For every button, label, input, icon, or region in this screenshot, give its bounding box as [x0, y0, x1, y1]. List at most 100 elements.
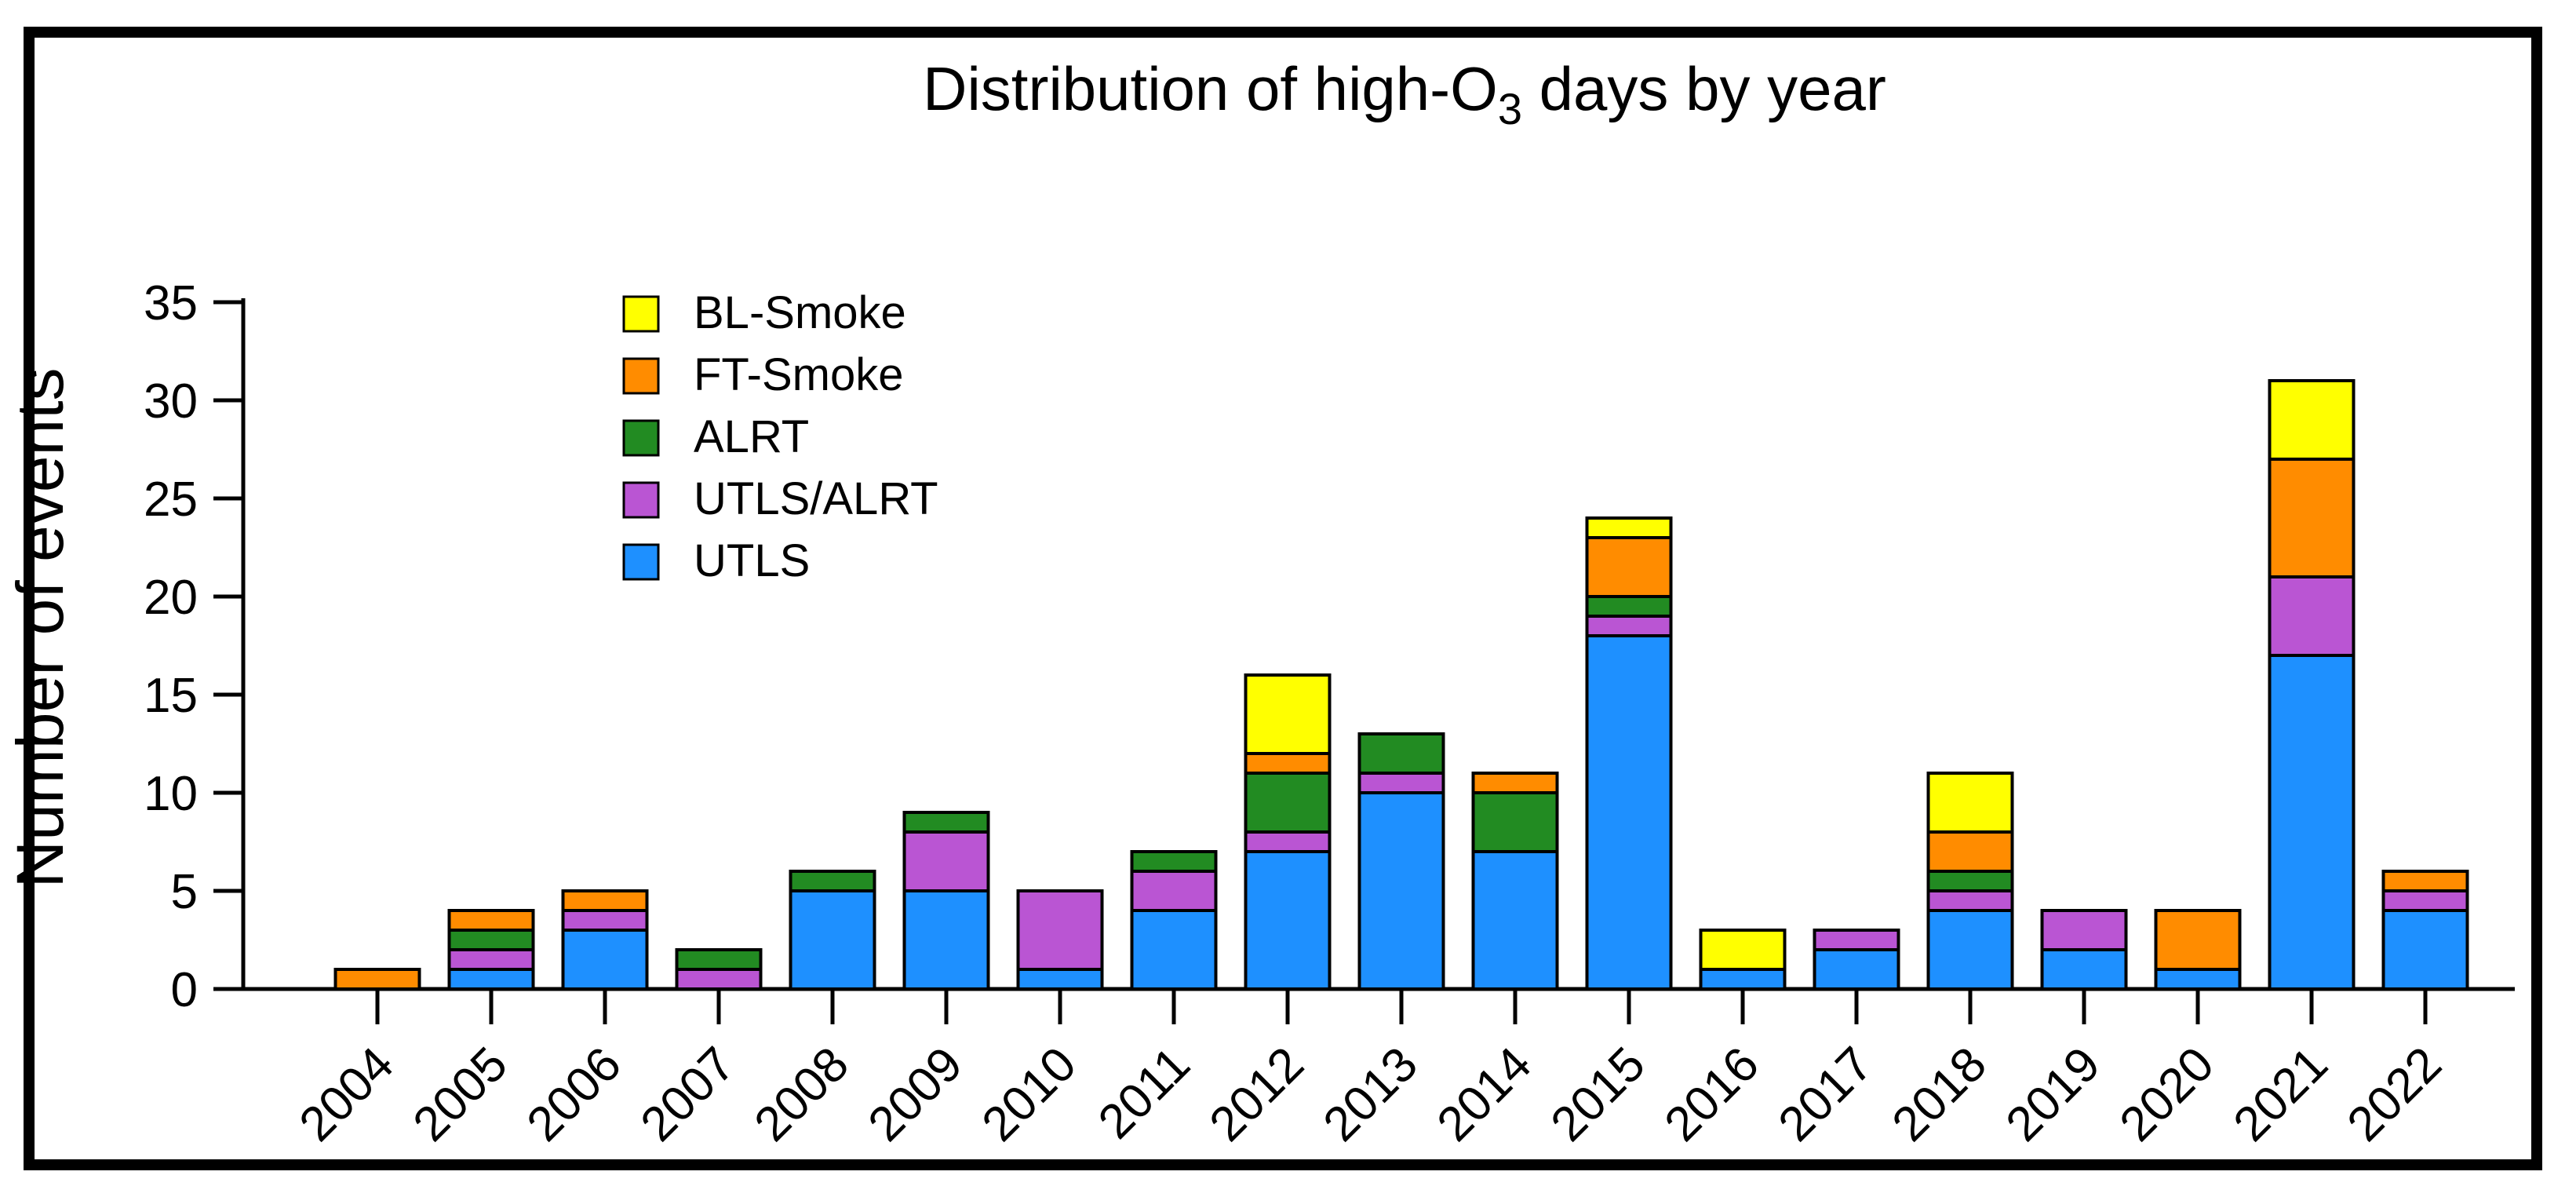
bar-segment-2022-FT-Smoke [2381, 870, 2469, 892]
bar-segment-2015-UTLS/ALRT [1585, 615, 1673, 637]
bar-segment-2020-FT-Smoke [2154, 909, 2242, 971]
y-tick-label-20: 20 [144, 571, 198, 625]
bar-segment-2014-ALRT [1471, 791, 1559, 853]
bar-segment-2018-BL-Smoke [1926, 772, 2014, 834]
bar-segment-2008-ALRT [789, 870, 876, 892]
bar-segment-2018-ALRT [1926, 870, 2014, 892]
bar-segment-2022-UTLS [2381, 909, 2469, 991]
y-tick-label-35: 35 [144, 276, 198, 330]
x-tick-label-2005: 2005 [403, 1037, 518, 1151]
bar-segment-2012-UTLS/ALRT [1244, 830, 1332, 853]
bar-segment-2012-UTLS [1244, 850, 1332, 991]
x-tick-label-2011: 2011 [1088, 1037, 1201, 1149]
bar-segment-2009-ALRT [902, 811, 990, 834]
legend-label-FT-Smoke: FT-Smoke [694, 349, 904, 400]
bar-segment-2018-UTLS/ALRT [1926, 889, 2014, 912]
figure-border [24, 27, 2542, 1170]
bar-segment-2005-UTLS/ALRT [447, 948, 535, 971]
y-tick-label-30: 30 [144, 374, 198, 429]
chart-title-subscript: 3 [1498, 84, 1522, 133]
bar-segment-2009-UTLS [902, 889, 990, 991]
bar-segment-2019-UTLS [2040, 948, 2128, 991]
legend-swatch-FT-Smoke [622, 357, 660, 395]
x-tick-label-2014: 2014 [1427, 1037, 1542, 1151]
bar-segment-2010-UTLS [1016, 968, 1104, 991]
bar-segment-2015-BL-Smoke [1585, 516, 1673, 539]
x-tick-label-2004: 2004 [290, 1037, 404, 1151]
bar-segment-2005-UTLS [447, 968, 535, 991]
legend-label-ALRT: ALRT [694, 411, 809, 462]
bar-segment-2006-UTLS [561, 929, 649, 991]
legend-swatch-BL-Smoke [622, 295, 660, 333]
bar-segment-2016-BL-Smoke [1699, 929, 1787, 971]
bar-segment-2015-FT-Smoke [1585, 536, 1673, 598]
bar-segment-2008-UTLS [789, 889, 876, 991]
legend-label-UTLS: UTLS [694, 535, 810, 586]
bar-segment-2021-BL-Smoke [2268, 379, 2356, 461]
bar-segment-2007-UTLS/ALRT [675, 968, 763, 991]
bar-segment-2009-UTLS/ALRT [902, 830, 990, 892]
legend-swatch-ALRT [622, 419, 660, 457]
legend-swatch-UTLS/ALRT [622, 481, 660, 519]
bar-segment-2018-FT-Smoke [1926, 830, 2014, 873]
legend-swatch-UTLS [622, 543, 660, 581]
bar-segment-2015-ALRT [1585, 595, 1673, 618]
chart-title-post: days by year [1522, 54, 1886, 123]
bar-segment-2017-UTLS/ALRT [1813, 929, 1900, 951]
bar-segment-2017-UTLS [1813, 948, 1900, 991]
y-tick-label-15: 15 [144, 669, 198, 723]
x-tick-label-2017: 2017 [1769, 1037, 1883, 1151]
bar-segment-2006-FT-Smoke [561, 889, 649, 912]
bar-segment-2016-UTLS [1699, 968, 1787, 991]
bar-segment-2018-UTLS [1926, 909, 2014, 991]
bar-segment-2011-ALRT [1130, 850, 1218, 873]
x-tick-label-2012: 2012 [1200, 1037, 1314, 1151]
bar-segment-2012-FT-Smoke [1244, 752, 1332, 775]
x-tick-label-2015: 2015 [1541, 1037, 1656, 1151]
x-tick-label-2016: 2016 [1655, 1037, 1769, 1151]
bar-segment-2007-ALRT [675, 948, 763, 971]
x-tick-label-2008: 2008 [745, 1037, 859, 1151]
bar-segment-2021-UTLS/ALRT [2268, 575, 2356, 657]
y-axis-title: Number of events [3, 368, 77, 889]
bar-segment-2010-UTLS/ALRT [1016, 889, 1104, 971]
x-tick-label-2019: 2019 [1996, 1037, 2111, 1151]
bar-segment-2014-FT-Smoke [1471, 772, 1559, 794]
x-tick-label-2022: 2022 [2337, 1037, 2452, 1151]
x-tick-label-2021: 2021 [2224, 1037, 2338, 1151]
x-tick-label-2010: 2010 [972, 1037, 1087, 1151]
bar-segment-2021-UTLS [2268, 654, 2356, 991]
bar-segment-2013-UTLS [1357, 791, 1445, 991]
y-tick-label-10: 10 [144, 767, 198, 821]
legend-label-UTLS/ALRT: UTLS/ALRT [694, 473, 938, 524]
bar-segment-2006-UTLS/ALRT [561, 909, 649, 932]
y-tick-label-25: 25 [144, 473, 198, 527]
bar-segment-2022-UTLS/ALRT [2381, 889, 2469, 912]
bar-segment-2020-UTLS [2154, 968, 2242, 991]
bar-segment-2021-FT-Smoke [2268, 458, 2356, 578]
chart-title-pre: Distribution of high-O [923, 54, 1498, 123]
bar-segment-2015-UTLS [1585, 634, 1673, 991]
bar-segment-2005-FT-Smoke [447, 909, 535, 932]
bar-segment-2013-ALRT [1357, 732, 1445, 775]
legend: BL-Smoke FT-Smoke ALRT UTLS/ALRT UTLS [622, 287, 938, 586]
legend-label-BL-Smoke: BL-Smoke [694, 287, 906, 338]
x-tick-label-2006: 2006 [517, 1037, 632, 1151]
x-tick-label-2020: 2020 [2110, 1037, 2224, 1151]
bar-segment-2014-UTLS [1471, 850, 1559, 991]
bar-segment-2005-ALRT [447, 929, 535, 951]
bar-segment-2012-ALRT [1244, 772, 1332, 834]
chart-title: Distribution of high-O3 days by year [923, 54, 1886, 133]
x-tick-label-2007: 2007 [631, 1037, 745, 1151]
x-tick-label-2013: 2013 [1314, 1037, 1428, 1151]
x-tick-label-2018: 2018 [1882, 1037, 1997, 1151]
y-tick-label-0: 0 [171, 963, 198, 1017]
bar-segment-2013-UTLS/ALRT [1357, 772, 1445, 794]
bar-segment-2019-UTLS/ALRT [2040, 909, 2128, 951]
bar-segment-2011-UTLS/ALRT [1130, 870, 1218, 912]
bar-segment-2004-FT-Smoke [333, 968, 421, 991]
y-tick-label-5: 5 [171, 865, 198, 919]
